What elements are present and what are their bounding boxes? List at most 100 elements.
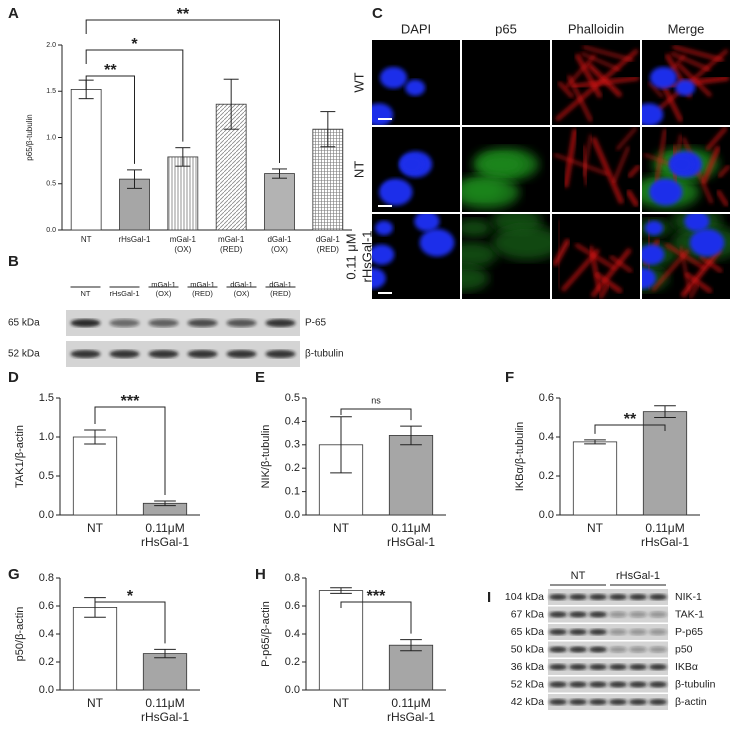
blot-band — [589, 594, 607, 600]
significance-label: *** — [121, 393, 140, 410]
row-label-group: WT — [351, 72, 366, 92]
x-tick-label: rHsGal-1 — [141, 535, 189, 549]
blot-protein: β-tubulin — [305, 349, 344, 360]
blot-band — [589, 611, 607, 618]
blot-band — [569, 681, 587, 688]
y-tick-label: 0.5 — [285, 392, 300, 404]
nucleus — [649, 66, 678, 89]
micrograph — [462, 40, 550, 125]
actin-fiber — [662, 75, 730, 89]
actin-fiber — [716, 189, 729, 207]
y-tick-label: 1.0 — [46, 134, 56, 141]
blot-band — [549, 594, 567, 600]
significance-label: ** — [624, 411, 637, 428]
blot-band — [148, 350, 179, 358]
blot-band — [649, 646, 667, 653]
p65-signal — [492, 225, 550, 261]
nucleus — [372, 267, 386, 289]
blot-band — [649, 611, 667, 618]
blot-band — [569, 594, 587, 600]
micrograph — [372, 214, 460, 299]
p65-signal — [462, 175, 520, 209]
blot-band — [629, 681, 647, 688]
blot-band — [265, 350, 296, 358]
nucleus — [379, 66, 408, 89]
panel-label: B — [8, 253, 19, 270]
y-tick-label: 0.8 — [39, 572, 54, 584]
blot-band — [649, 699, 667, 705]
y-tick-label: 0.6 — [285, 600, 300, 612]
y-tick-label: 0.0 — [39, 684, 54, 696]
nucleus — [419, 228, 455, 257]
lane-label: (RED) — [270, 289, 291, 298]
significance-bracket — [594, 424, 666, 434]
bar — [388, 435, 434, 516]
blot-band — [109, 319, 140, 327]
row-label-group: NT — [351, 161, 366, 178]
x-tick-label: NT — [587, 521, 604, 535]
y-axis-title: P-p65/β-actin — [260, 601, 272, 667]
micrograph — [552, 214, 640, 299]
y-tick-label: 0.4 — [39, 628, 54, 640]
actin-fiber — [609, 255, 633, 273]
nucleus — [645, 220, 664, 236]
blot-strip — [548, 589, 668, 605]
row-label: NT — [351, 161, 366, 178]
actin-fiber — [627, 164, 640, 179]
x-tick-label: 0.11μM — [391, 696, 430, 710]
nucleus — [684, 214, 710, 232]
significance-bracket — [94, 406, 166, 495]
blot-band — [549, 611, 567, 618]
blot-band — [649, 629, 667, 635]
x-tick-label: (RED) — [220, 245, 243, 254]
actin-fiber — [612, 146, 630, 184]
blot-band — [569, 611, 587, 618]
actin-fiber — [557, 81, 574, 99]
y-tick-label: 1.0 — [39, 431, 54, 443]
x-tick-label: NT — [333, 521, 350, 535]
actin-fiber — [701, 145, 721, 184]
bar — [72, 436, 118, 516]
lane-label: mGal-1 — [190, 280, 215, 289]
lane-label: rHsGal-1 — [109, 289, 139, 298]
x-tick-label: NT — [81, 235, 92, 244]
significance-bracket — [85, 49, 184, 142]
group-label: rHsGal-1 — [616, 570, 660, 582]
blot-band — [589, 699, 607, 705]
blot-band — [148, 319, 179, 327]
actin-fiber — [688, 283, 699, 299]
panel-label: C — [372, 5, 383, 22]
micrograph — [372, 127, 460, 212]
column-header: DAPI — [401, 21, 431, 36]
x-tick-label: dGal-1 — [267, 235, 292, 244]
micrograph-bg — [462, 40, 550, 125]
blot-strip — [548, 694, 668, 710]
blot-band — [187, 350, 218, 358]
blot-strip — [548, 659, 668, 675]
panel-label: I — [487, 589, 491, 606]
blot-band — [629, 646, 647, 653]
nucleus — [372, 244, 395, 265]
panel-label: F — [505, 369, 514, 386]
actin-fiber — [572, 75, 639, 89]
blot-band — [589, 681, 607, 688]
y-tick-label: 1.5 — [46, 88, 56, 95]
significance-label: *** — [367, 588, 386, 605]
actin-fiber — [670, 51, 711, 72]
blot-size: 65 kDa — [511, 626, 544, 638]
blot-band — [649, 664, 667, 670]
blot-protein: P-p65 — [675, 626, 703, 638]
significance-bracket — [340, 601, 412, 634]
actin-fiber — [664, 243, 706, 270]
blot-band — [226, 350, 257, 358]
blot-band — [109, 350, 140, 358]
x-tick-label: NT — [87, 696, 104, 710]
blot-band — [629, 664, 647, 670]
actin-fiber — [598, 283, 610, 299]
actin-fiber — [680, 247, 722, 298]
blot-strip — [548, 676, 668, 693]
micrograph — [372, 40, 460, 125]
y-tick-label: 0.0 — [46, 227, 56, 234]
